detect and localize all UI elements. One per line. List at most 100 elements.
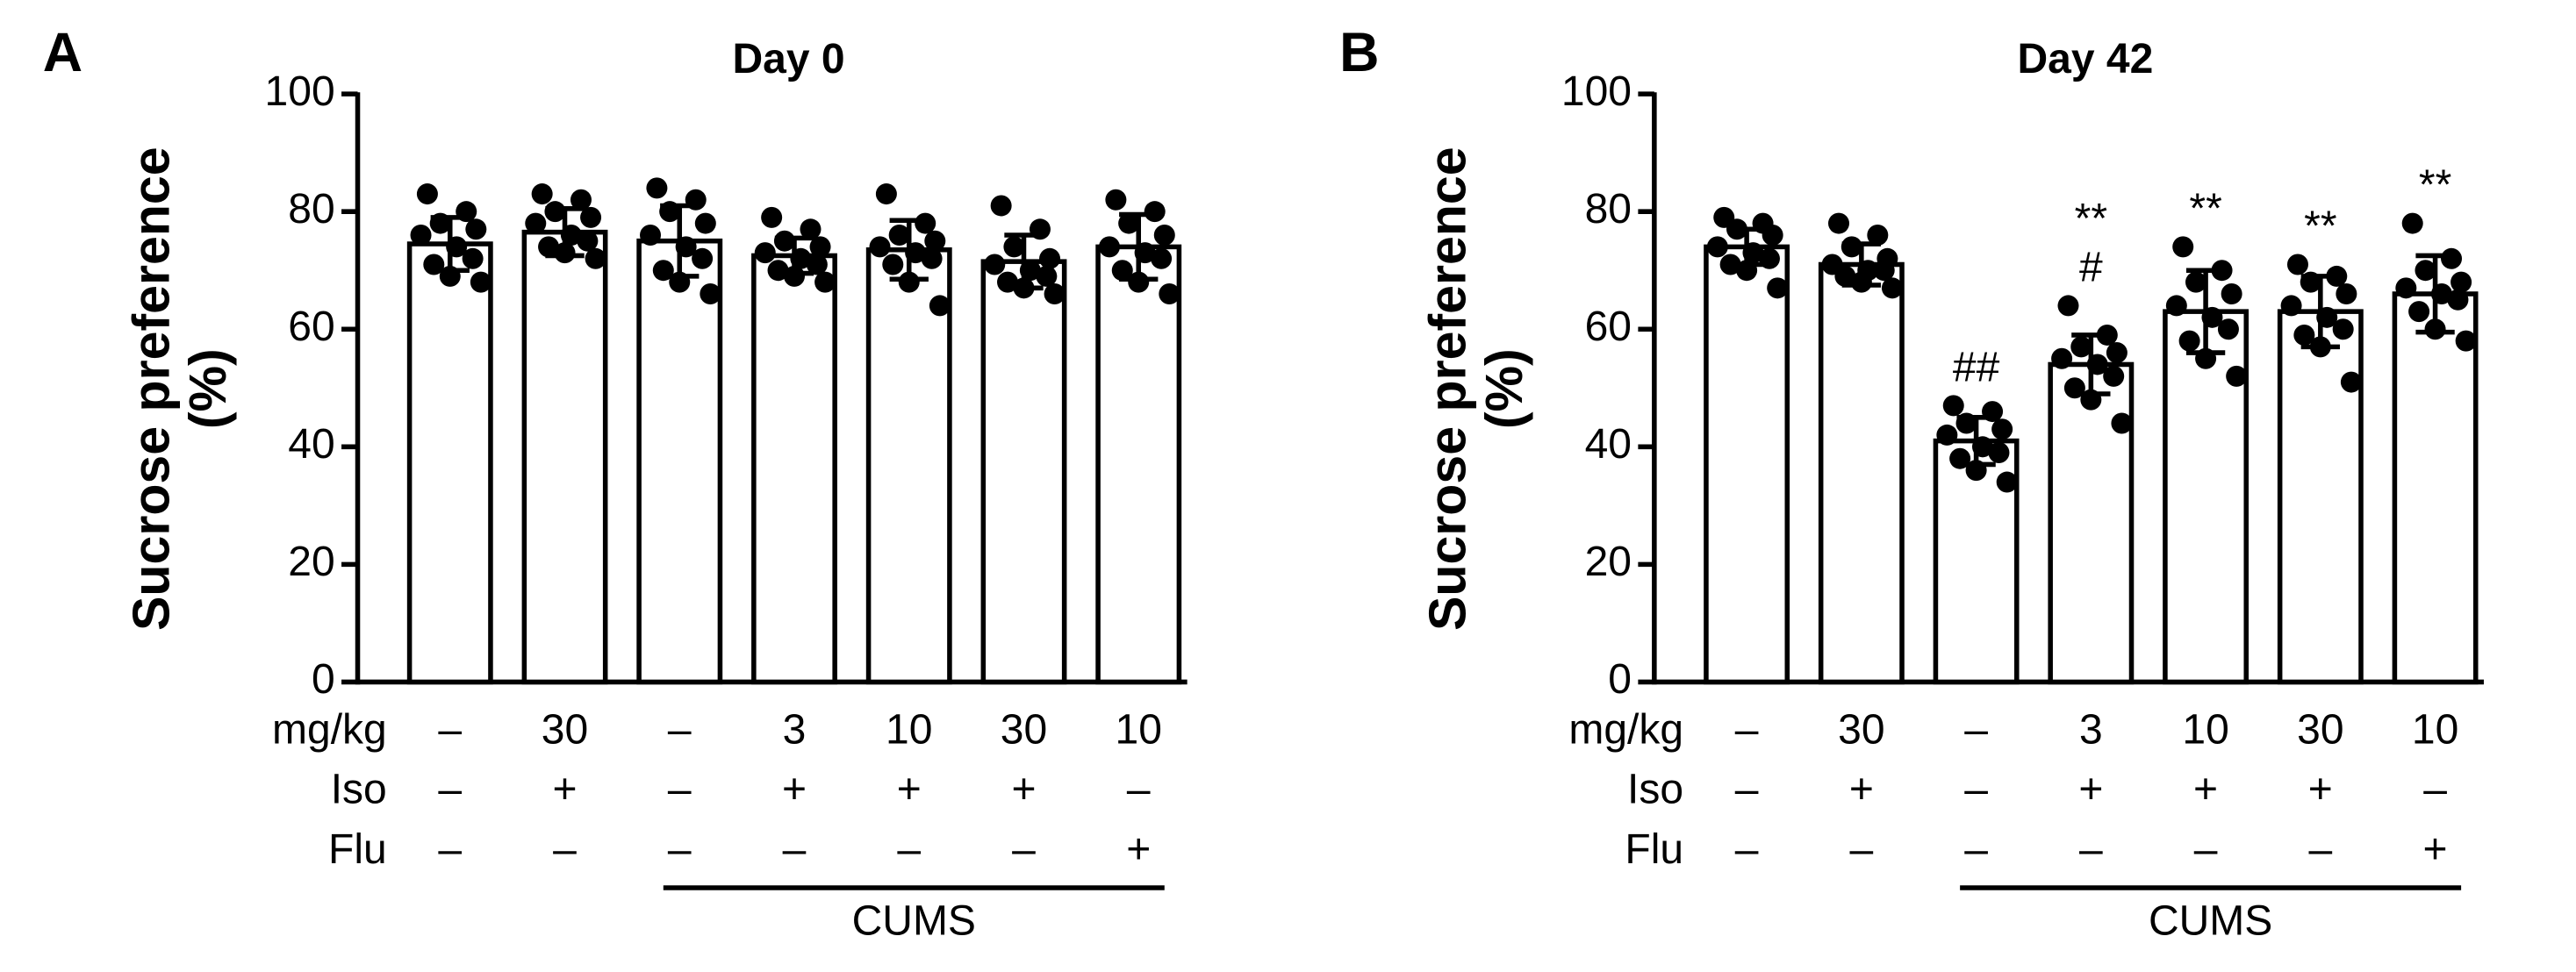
- condition-value: +: [1011, 767, 1036, 813]
- data-point: [465, 218, 487, 240]
- condition-value: –: [897, 826, 921, 873]
- y-tick-label: 80: [1585, 186, 1632, 232]
- data-point: [470, 271, 492, 293]
- y-tick-label: 40: [1585, 421, 1632, 468]
- condition-value: 3: [783, 706, 807, 753]
- error-bar: [1956, 415, 1996, 468]
- data-point: [929, 295, 951, 317]
- data-point: [2280, 295, 2302, 317]
- condition-value: +: [897, 767, 922, 813]
- bar: [2392, 291, 2479, 685]
- data-point: [1003, 236, 1025, 258]
- condition-label: Iso: [1627, 767, 1683, 813]
- condition-value: 10: [886, 706, 932, 753]
- condition-value: –: [783, 826, 807, 873]
- y-tick-label: 40: [288, 421, 334, 468]
- chart-title: Day 0: [732, 36, 844, 82]
- y-tick-label: 20: [1585, 539, 1632, 585]
- data-point: [1762, 224, 1783, 246]
- data-point: [2455, 330, 2477, 352]
- condition-label: mg/kg: [272, 706, 387, 753]
- data-point: [2415, 260, 2436, 282]
- data-point: [2395, 277, 2417, 299]
- data-point: [921, 247, 943, 269]
- group-label: CUMS: [2149, 897, 2272, 944]
- condition-value: –: [1127, 767, 1151, 813]
- bar: [980, 259, 1067, 685]
- data-point: [2070, 336, 2092, 358]
- data-point: [1834, 265, 1856, 287]
- condition-value: +: [1849, 767, 1874, 813]
- bar: [1704, 244, 1790, 685]
- bar: [751, 253, 837, 685]
- data-point: [577, 230, 599, 252]
- data-point: [531, 183, 553, 205]
- data-point: [761, 206, 783, 228]
- error-bar: [774, 235, 814, 276]
- condition-value: +: [2423, 826, 2448, 873]
- error-bar: [1841, 241, 1882, 288]
- data-point: [538, 236, 560, 258]
- y-tick-label: 0: [1608, 656, 1632, 703]
- error-bar: [545, 206, 585, 259]
- condition-value: –: [1012, 826, 1036, 873]
- error-bar: [1119, 211, 1159, 282]
- data-point: [2450, 271, 2472, 293]
- condition-value: 30: [2297, 706, 2343, 753]
- condition-value: 10: [1116, 706, 1162, 753]
- error-bar: [2415, 253, 2455, 335]
- condition-value: +: [2078, 767, 2103, 813]
- bar: [2048, 361, 2135, 685]
- data-point: [2332, 318, 2354, 340]
- y-axis-label: (%): [179, 348, 237, 429]
- significance-mark: **: [2189, 185, 2221, 232]
- data-point: [2336, 283, 2357, 305]
- y-tick-label: 100: [265, 68, 335, 115]
- y-tick-label: 60: [1585, 304, 1632, 350]
- y-tick-label: 80: [288, 186, 334, 232]
- condition-value: –: [668, 826, 692, 873]
- data-point: [1996, 471, 2018, 493]
- data-point: [410, 224, 432, 246]
- data-point: [580, 206, 602, 228]
- data-point: [2217, 318, 2239, 340]
- significance-mark: **: [2419, 162, 2451, 209]
- data-point: [1111, 260, 1133, 282]
- y-tick-label: 0: [312, 656, 335, 703]
- data-point: [646, 177, 668, 199]
- data-point: [2226, 365, 2248, 387]
- condition-value: –: [553, 826, 577, 873]
- data-point: [1827, 212, 1850, 234]
- data-point: [2106, 342, 2128, 364]
- data-point: [882, 254, 904, 275]
- condition-value: 30: [1838, 706, 1884, 753]
- significance-mark: ##: [1953, 344, 2000, 390]
- data-point: [2185, 271, 2207, 293]
- data-point: [1151, 247, 1173, 269]
- error-bar: [660, 203, 700, 279]
- condition-value: 10: [2182, 706, 2228, 753]
- data-point: [1706, 236, 1728, 258]
- bar: [1095, 244, 1182, 685]
- condition-label: Flu: [1625, 826, 1683, 873]
- group-label: CUMS: [852, 897, 976, 944]
- condition-value: –: [438, 826, 462, 873]
- condition-value: 10: [2412, 706, 2458, 753]
- panel-label: A: [43, 22, 83, 83]
- bar: [1818, 261, 1905, 685]
- data-point: [585, 247, 606, 269]
- bar: [2277, 309, 2364, 685]
- data-point: [915, 212, 936, 234]
- significance-mark: #: [2079, 244, 2103, 290]
- data-point: [924, 230, 946, 252]
- data-point: [692, 247, 714, 269]
- data-point: [2051, 347, 2073, 369]
- condition-value: 30: [542, 706, 588, 753]
- bar: [406, 241, 493, 685]
- data-point: [1881, 277, 1903, 299]
- data-point: [1873, 260, 1895, 282]
- data-point: [2447, 289, 2469, 311]
- condition-value: –: [668, 706, 692, 753]
- error-bar: [1004, 232, 1044, 291]
